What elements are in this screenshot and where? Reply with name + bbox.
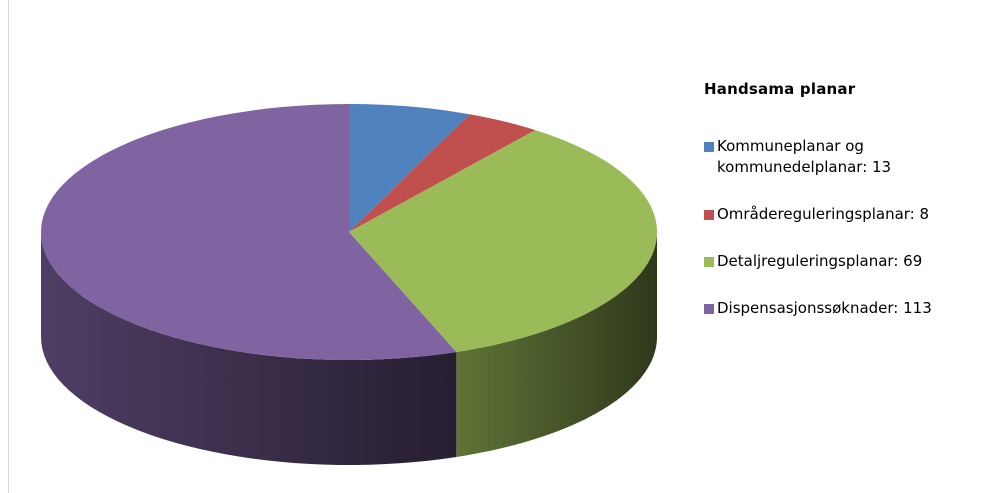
- pie-slice-2: [349, 114, 536, 232]
- legend-items: Kommuneplanar og kommunedelplanar: 13 Omr…: [704, 136, 989, 319]
- legend-label-1: Kommuneplanar og kommunedelplanar: 13: [717, 137, 892, 176]
- legend: Handsama planar Kommuneplanar og kommune…: [704, 80, 989, 345]
- legend-item-3: Detaljreguleringsplanar: 69: [704, 251, 989, 272]
- pie-top-group: [41, 104, 658, 360]
- pie-side-4: [41, 232, 457, 465]
- legend-swatch-2: [704, 210, 714, 220]
- pie-slice-4: [41, 104, 457, 360]
- pie-side-group: [41, 232, 657, 465]
- chart-title: Handsama planar: [704, 80, 856, 98]
- legend-item-2: Områdereguleringsplanar: 8: [704, 204, 989, 225]
- legend-label-4: Dispensasjonssøknader: 113: [717, 299, 932, 317]
- legend-swatch-4: [704, 304, 714, 314]
- pie-slice-1: [349, 104, 470, 232]
- legend-swatch-3: [704, 257, 714, 267]
- pie-side-3: [456, 232, 657, 457]
- legend-label-2: Områdereguleringsplanar: 8: [717, 205, 930, 223]
- chart-frame-border: [8, 0, 9, 493]
- legend-item-1: Kommuneplanar og kommunedelplanar: 13: [704, 136, 989, 178]
- pie-slice-3: [349, 130, 658, 352]
- legend-label-3: Detaljreguleringsplanar: 69: [717, 252, 923, 270]
- legend-swatch-1: [704, 142, 714, 152]
- legend-item-4: Dispensasjonssøknader: 113: [704, 298, 989, 319]
